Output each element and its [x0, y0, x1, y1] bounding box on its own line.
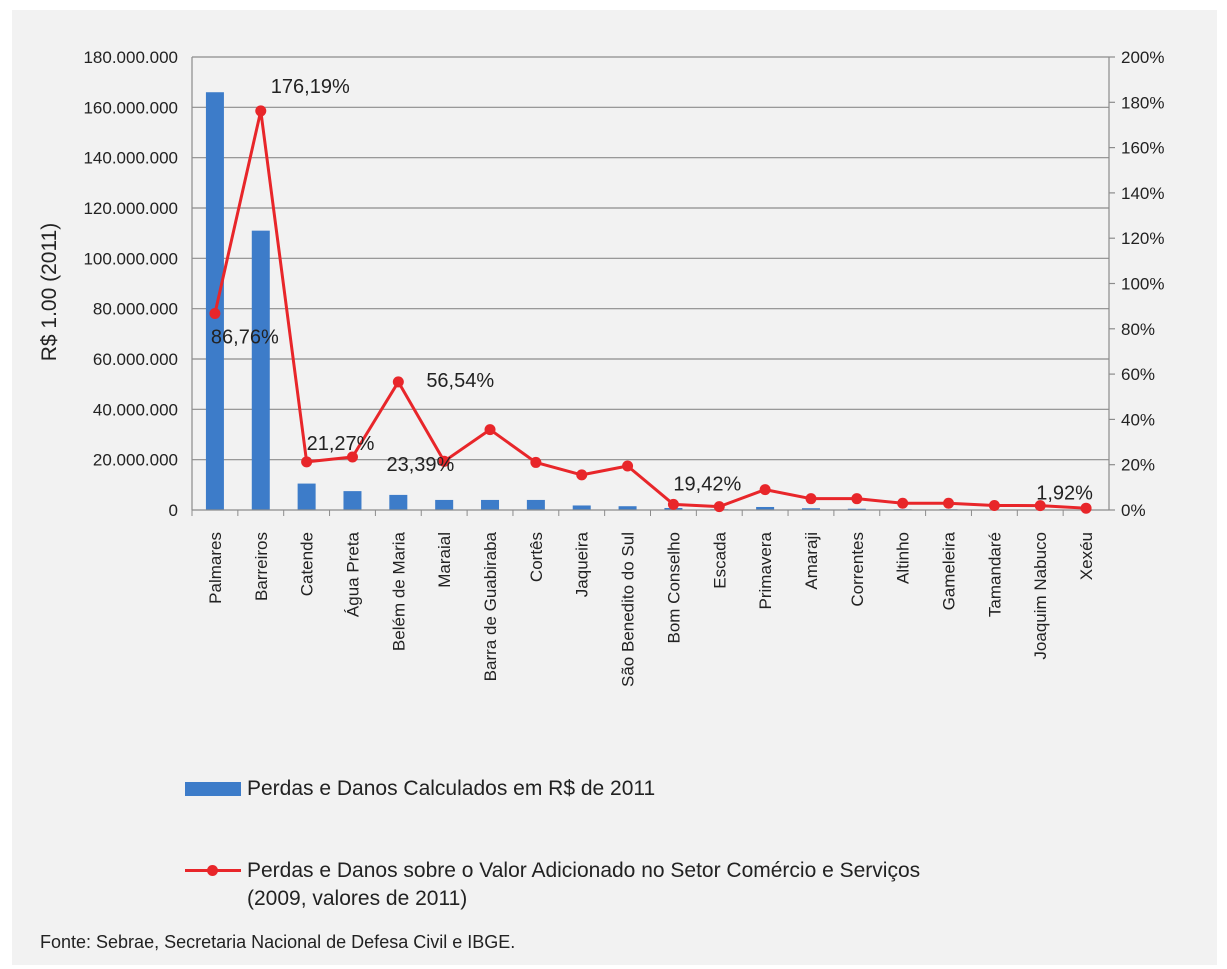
- x-tick-label: Maraial: [435, 532, 454, 588]
- combo-chart: 0 20.000.000 40.000.000 60.000.000 80.000.00…: [38, 48, 1164, 687]
- source-note: Fonte: Sebrae, Secretaria Nacional de De…: [40, 932, 516, 952]
- line-point: [1080, 502, 1092, 514]
- line-point: [438, 455, 450, 467]
- y-right-tick-label: 60%: [1121, 365, 1155, 384]
- y-right-tick-label: 0%: [1121, 501, 1146, 520]
- bar: [205, 92, 224, 510]
- bar: [481, 499, 500, 510]
- x-tick-label: Gameleira: [940, 531, 959, 610]
- x-tick-label: São Benedito do Sul: [619, 532, 638, 687]
- line-point: [851, 493, 863, 505]
- line-point: [392, 376, 404, 388]
- data-label: 56,54%: [426, 370, 494, 392]
- line-series: [213, 109, 1087, 510]
- line-point: [301, 456, 313, 468]
- bar: [526, 499, 545, 510]
- legend-line-swatch: [185, 857, 241, 885]
- y-left-tick-label: 40.000.000: [93, 400, 178, 419]
- data-label: 21,27%: [307, 433, 375, 455]
- legend-item-bars: Perdas e Danos Calculados em R$ de 2011: [185, 775, 655, 803]
- x-tick-label: Catende: [298, 532, 317, 596]
- chart-panel: 0 20.000.000 40.000.000 60.000.000 80.000.00…: [12, 10, 1217, 965]
- line-point: [667, 498, 679, 510]
- legend-label-line-2: (2009, valores de 2011): [247, 887, 468, 910]
- bar: [618, 506, 637, 510]
- line-point: [576, 469, 588, 481]
- x-tick-label: Barreiros: [252, 532, 271, 601]
- x-tick-label: Xexéu: [1077, 532, 1096, 580]
- y-left-tick-label: 0: [169, 501, 178, 520]
- y-right-tick-label: 100%: [1121, 275, 1164, 294]
- x-tick-label: Barra de Guabiraba: [481, 531, 500, 681]
- line-point: [943, 497, 955, 509]
- x-tick-label: Joaquim Nabuco: [1031, 532, 1050, 660]
- y-axis-label: R$ 1.00 (2011): [38, 223, 61, 362]
- y-left-tick-label: 140.000.000: [83, 149, 178, 168]
- bar: [251, 230, 270, 510]
- x-tick-label: Amaraji: [802, 532, 821, 590]
- line-point: [713, 501, 725, 513]
- bar: [847, 508, 866, 510]
- y-right-tick-label: 180%: [1121, 93, 1164, 112]
- y-right-tick-label: 160%: [1121, 139, 1164, 158]
- legend-bar-swatch: [185, 782, 241, 796]
- line-point: [897, 497, 909, 509]
- legend-label-line-1: Perdas e Danos sobre o Valor Adicionado …: [247, 859, 921, 882]
- x-tick-label: Escada: [710, 531, 729, 588]
- data-label: 19,42%: [673, 473, 741, 495]
- bar: [389, 494, 408, 510]
- bar: [343, 491, 362, 510]
- x-tick-label: Correntes: [848, 532, 867, 607]
- y-left-tick-label: 160.000.000: [83, 98, 178, 117]
- y-right-tick-label: 40%: [1121, 410, 1155, 429]
- bar: [756, 506, 775, 510]
- bar: [297, 483, 316, 510]
- line-point: [255, 105, 267, 117]
- y-right-tick-label: 80%: [1121, 320, 1155, 339]
- data-label: 23,39%: [386, 454, 454, 476]
- y-right-tick-label: 20%: [1121, 456, 1155, 475]
- x-tick-label: Cortês: [527, 532, 546, 582]
- y-left-tick-label: 20.000.000: [93, 451, 178, 470]
- bar: [435, 499, 454, 510]
- y-left-tick-label: 180.000.000: [83, 48, 178, 67]
- legend-label-bars: Perdas e Danos Calculados em R$ de 2011: [247, 777, 656, 800]
- data-label: 176,19%: [271, 76, 350, 98]
- x-tick-label: Primavera: [756, 531, 775, 609]
- y-left-tick-label: 80.000.000: [93, 300, 178, 319]
- line-point: [1034, 500, 1046, 512]
- y-left-tick-label: 100.000.000: [83, 249, 178, 268]
- x-tick-label: Palmares: [206, 532, 225, 604]
- line-point: [805, 493, 817, 505]
- y-left-tick-label: 120.000.000: [83, 199, 178, 218]
- x-tick-label: Tamandaré: [985, 532, 1004, 617]
- y-right-tick-label: 140%: [1121, 184, 1164, 203]
- legend-item-line: Perdas e Danos sobre o Valor Adicionado …: [185, 857, 920, 913]
- bar: [801, 508, 820, 510]
- bar: [572, 505, 591, 510]
- x-tick-label: Altinho: [894, 532, 913, 584]
- y-right-tick-label: 200%: [1121, 48, 1164, 67]
- data-label: 86,76%: [211, 326, 279, 348]
- x-tick-label: Água Preta: [343, 531, 362, 617]
- line-point: [346, 451, 358, 463]
- line-point: [988, 499, 1000, 511]
- data-label: 1,92%: [1036, 483, 1093, 505]
- x-tick-label: Belém de Maria: [389, 531, 408, 651]
- line-point: [209, 307, 221, 319]
- x-tick-label: Bom Conselho: [664, 532, 683, 644]
- line-point: [622, 460, 634, 472]
- x-tick-label: Jaqueira: [573, 531, 592, 597]
- y-right-tick-label: 120%: [1121, 229, 1164, 248]
- line-point: [530, 456, 542, 468]
- y-left-tick-label: 60.000.000: [93, 350, 178, 369]
- line-point: [759, 484, 771, 496]
- line-point: [484, 424, 496, 436]
